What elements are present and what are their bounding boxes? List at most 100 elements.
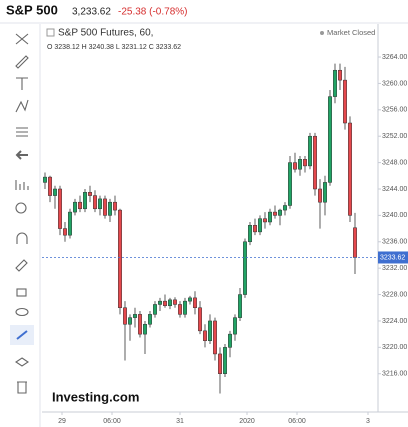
candle-body bbox=[323, 182, 327, 203]
candle-body bbox=[68, 211, 72, 236]
trash-tool[interactable] bbox=[17, 381, 27, 394]
ohlc-legend: O 3238.12 H 3240.38 L 3231.12 C 3233.62 bbox=[47, 44, 181, 51]
y-tick-label: 3228.00 bbox=[382, 291, 407, 298]
candle-body bbox=[183, 300, 187, 315]
layers-tool[interactable] bbox=[15, 357, 29, 367]
y-tick-label: 3240.00 bbox=[382, 212, 407, 219]
candle-body bbox=[108, 201, 112, 216]
y-tick-label: 3260.00 bbox=[382, 80, 407, 87]
candle-body bbox=[338, 69, 342, 81]
candle-body bbox=[188, 297, 192, 302]
candle-body bbox=[148, 314, 152, 325]
candle-body bbox=[288, 162, 292, 206]
measure-tool[interactable] bbox=[15, 180, 29, 190]
candle-body bbox=[248, 225, 252, 243]
candle-body bbox=[168, 299, 172, 307]
candle-body bbox=[268, 211, 272, 223]
instrument-title: S&P 500 bbox=[6, 2, 58, 17]
candle-body bbox=[208, 320, 212, 341]
y-tick-label: 3264.00 bbox=[382, 54, 407, 61]
candle-body bbox=[63, 228, 67, 236]
price-label: 3233.62 bbox=[380, 254, 405, 261]
candle-body bbox=[143, 323, 147, 335]
candle-body bbox=[58, 188, 62, 229]
x-tick-label: 2020 bbox=[239, 418, 255, 425]
candle-body bbox=[263, 218, 267, 223]
candle-body bbox=[228, 333, 232, 348]
lock-draw-tool[interactable] bbox=[15, 259, 28, 272]
x-tick-label: 31 bbox=[176, 418, 184, 425]
magnet-tool[interactable] bbox=[16, 232, 28, 244]
eye-tool[interactable] bbox=[15, 307, 29, 317]
y-tick-label: 3252.00 bbox=[382, 133, 407, 140]
brush-tool[interactable] bbox=[15, 55, 29, 69]
candle-body bbox=[353, 227, 357, 258]
watermark: Investing.com bbox=[52, 389, 139, 404]
candle-body bbox=[78, 201, 82, 210]
candle-body bbox=[123, 307, 127, 325]
x-tick-label: 06:00 bbox=[288, 418, 306, 425]
y-tick-label: 3236.00 bbox=[382, 239, 407, 246]
chart-title: S&P 500 Futures, 60, bbox=[58, 28, 153, 39]
price-label-bg bbox=[378, 251, 408, 264]
candle-body bbox=[198, 307, 202, 332]
y-tick-label: 3232.00 bbox=[382, 265, 407, 272]
candle-body bbox=[178, 304, 182, 315]
candle-body bbox=[118, 209, 122, 309]
candle-body bbox=[98, 198, 102, 210]
y-tick-label: 3216.00 bbox=[382, 371, 407, 378]
candle-body bbox=[283, 205, 287, 211]
market-status: Market Closed bbox=[327, 28, 375, 37]
legend-toggle[interactable] bbox=[46, 28, 55, 37]
candle-body bbox=[308, 135, 312, 167]
candle-body bbox=[83, 192, 87, 210]
candle-body bbox=[43, 176, 47, 183]
link-tool[interactable] bbox=[16, 330, 28, 340]
candle-body bbox=[328, 96, 332, 183]
candle-body bbox=[238, 294, 242, 318]
candle-body bbox=[273, 211, 277, 216]
candle-body bbox=[158, 300, 162, 305]
last-price: 3,233.62 bbox=[72, 7, 111, 18]
x-tick-label: 3 bbox=[366, 418, 370, 425]
candle-body bbox=[53, 188, 57, 196]
text-tool[interactable] bbox=[16, 77, 28, 90]
fib-tool[interactable] bbox=[16, 127, 28, 137]
candle-body bbox=[218, 353, 222, 374]
candle-body bbox=[138, 314, 142, 335]
y-tick-label: 3220.00 bbox=[382, 344, 407, 351]
candle-body bbox=[243, 241, 247, 295]
crosshair-tool[interactable] bbox=[15, 33, 29, 45]
y-tick-label: 3256.00 bbox=[382, 107, 407, 114]
back-tool[interactable] bbox=[15, 150, 28, 160]
y-tick-label: 3224.00 bbox=[382, 318, 407, 325]
candle-body bbox=[303, 159, 307, 167]
candle-body bbox=[73, 201, 77, 213]
toolbar bbox=[10, 33, 34, 394]
candle-body bbox=[258, 218, 262, 233]
candle-body bbox=[318, 188, 322, 203]
candle-body bbox=[128, 317, 132, 325]
candle-body bbox=[313, 135, 317, 190]
candle-body bbox=[193, 297, 197, 309]
zoom-tool[interactable] bbox=[15, 202, 27, 214]
candle-body bbox=[173, 299, 177, 305]
candle-body bbox=[203, 330, 207, 341]
lock-tool[interactable] bbox=[16, 288, 27, 297]
candle-body bbox=[153, 304, 157, 315]
x-tick-label: 29 bbox=[58, 418, 66, 425]
candle-body bbox=[113, 201, 117, 211]
candle-body bbox=[333, 69, 337, 97]
candle-body bbox=[93, 195, 97, 210]
candle-body bbox=[343, 79, 347, 124]
candle-body bbox=[233, 317, 237, 335]
candle-body bbox=[48, 176, 52, 196]
pattern-tool[interactable] bbox=[15, 99, 29, 113]
candle-body bbox=[88, 192, 92, 196]
y-tick-label: 3244.00 bbox=[382, 186, 407, 193]
price-change: -25.38 (-0.78%) bbox=[118, 7, 187, 18]
candle-body bbox=[213, 320, 217, 355]
y-tick-label: 3248.00 bbox=[382, 159, 407, 166]
candle-body bbox=[103, 198, 107, 216]
